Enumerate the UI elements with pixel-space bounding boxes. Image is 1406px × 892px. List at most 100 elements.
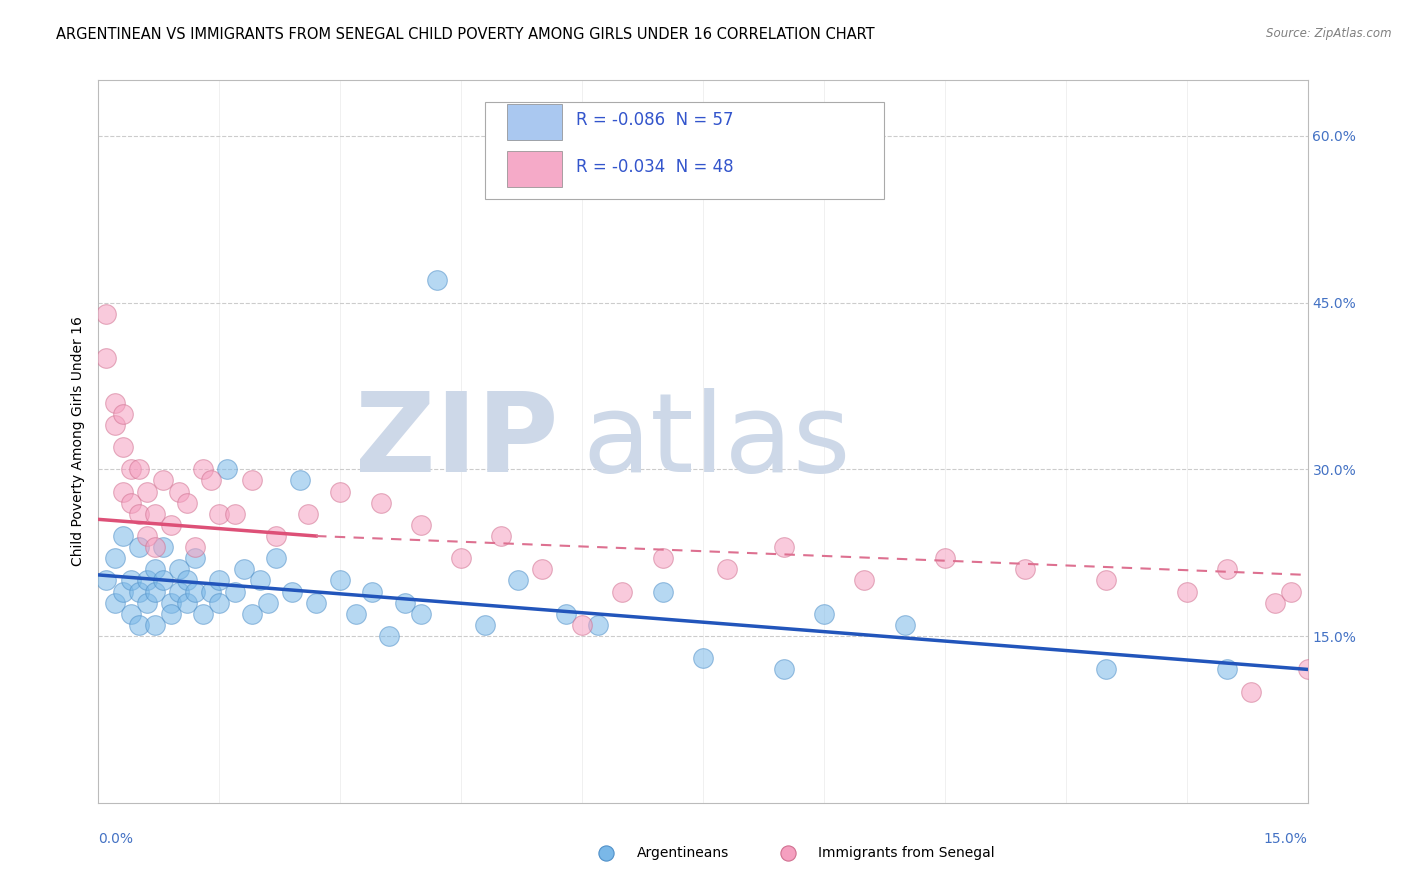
Point	[135, 484, 157, 499]
Point	[193, 462, 215, 476]
Point	[370, 496, 392, 510]
Point	[111, 484, 134, 499]
Point	[160, 607, 183, 621]
Point	[120, 462, 142, 476]
Point	[143, 507, 166, 521]
Point	[377, 629, 399, 643]
Point	[1175, 584, 1198, 599]
Point	[135, 596, 157, 610]
Point	[96, 307, 118, 321]
Point	[208, 507, 231, 521]
Point	[491, 529, 513, 543]
Point	[305, 596, 328, 610]
Point	[1014, 562, 1036, 576]
Point	[1281, 584, 1303, 599]
Text: R = -0.086  N = 57: R = -0.086 N = 57	[576, 111, 734, 129]
Text: ZIP: ZIP	[354, 388, 558, 495]
Point	[128, 584, 150, 599]
Point	[128, 507, 150, 521]
Point	[1216, 662, 1239, 676]
FancyBboxPatch shape	[508, 151, 561, 187]
Point	[240, 607, 263, 621]
Point	[586, 618, 609, 632]
Text: Source: ZipAtlas.com: Source: ZipAtlas.com	[1267, 27, 1392, 40]
Point	[120, 574, 142, 588]
Point	[530, 562, 553, 576]
Point	[143, 562, 166, 576]
Point	[193, 607, 215, 621]
Point	[184, 551, 207, 566]
Text: 0.0%: 0.0%	[98, 831, 134, 846]
Point	[111, 407, 134, 421]
Point	[224, 507, 246, 521]
Point	[167, 584, 190, 599]
Point	[612, 584, 634, 599]
Text: ARGENTINEAN VS IMMIGRANTS FROM SENEGAL CHILD POVERTY AMONG GIRLS UNDER 16 CORREL: ARGENTINEAN VS IMMIGRANTS FROM SENEGAL C…	[56, 27, 875, 42]
Point	[394, 596, 416, 610]
Point	[111, 584, 134, 599]
Point	[651, 551, 673, 566]
FancyBboxPatch shape	[485, 102, 884, 200]
Point	[143, 540, 166, 554]
Point	[1095, 574, 1118, 588]
Point	[224, 584, 246, 599]
Point	[167, 562, 190, 576]
Point	[152, 540, 174, 554]
Point	[361, 584, 384, 599]
Y-axis label: Child Poverty Among Girls Under 16: Child Poverty Among Girls Under 16	[72, 317, 86, 566]
Point	[232, 562, 254, 576]
Point	[160, 517, 183, 532]
Point	[240, 474, 263, 488]
Point	[474, 618, 496, 632]
Point	[409, 607, 432, 621]
Point	[1216, 562, 1239, 576]
Point	[103, 395, 125, 409]
Point	[1095, 662, 1118, 676]
Point	[288, 474, 311, 488]
Point	[128, 462, 150, 476]
Point	[555, 607, 578, 621]
Point	[152, 574, 174, 588]
Point	[716, 562, 738, 576]
Point	[184, 540, 207, 554]
Point	[813, 607, 835, 621]
Point	[128, 540, 150, 554]
Point	[143, 584, 166, 599]
Point	[934, 551, 956, 566]
Text: Immigrants from Senegal: Immigrants from Senegal	[818, 847, 994, 861]
Point	[1264, 596, 1286, 610]
Point	[184, 584, 207, 599]
Point	[120, 607, 142, 621]
FancyBboxPatch shape	[508, 104, 561, 140]
Point	[571, 618, 593, 632]
Point	[208, 596, 231, 610]
Point	[409, 517, 432, 532]
Point	[135, 529, 157, 543]
Point	[692, 651, 714, 665]
Point	[772, 662, 794, 676]
Point	[143, 618, 166, 632]
Point	[1296, 662, 1319, 676]
Point	[103, 417, 125, 432]
Point	[200, 474, 222, 488]
Point	[264, 551, 287, 566]
Point	[208, 574, 231, 588]
Point	[176, 596, 198, 610]
Point	[160, 596, 183, 610]
Point	[651, 584, 673, 599]
Point	[167, 484, 190, 499]
Point	[1240, 684, 1263, 698]
Point	[256, 596, 278, 610]
Point	[111, 529, 134, 543]
Point	[264, 529, 287, 543]
Point	[103, 551, 125, 566]
Text: Argentineans: Argentineans	[637, 847, 728, 861]
Point	[120, 496, 142, 510]
Point	[853, 574, 876, 588]
Point	[111, 440, 134, 454]
Point	[344, 607, 367, 621]
Point	[506, 574, 529, 588]
Point	[96, 574, 118, 588]
Point	[329, 484, 352, 499]
Point	[152, 474, 174, 488]
